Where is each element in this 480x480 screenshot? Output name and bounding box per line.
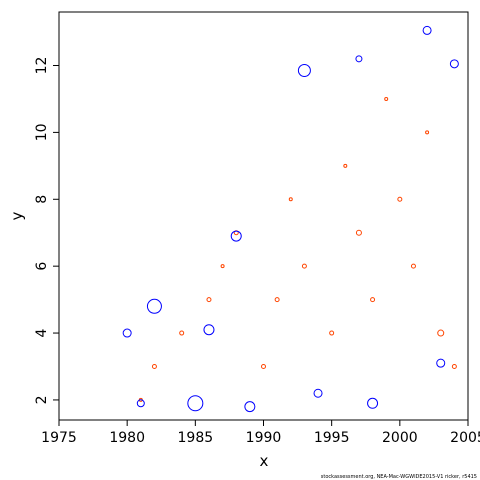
positive-residual-point [206, 297, 212, 303]
negative-residual-point [146, 298, 162, 314]
negative-residual-point [230, 230, 242, 242]
positive-residual-point [274, 297, 280, 303]
positive-residual-point [370, 297, 376, 303]
positive-residual-point [301, 263, 307, 269]
negative-residual-point [244, 401, 256, 413]
negative-residual-point [436, 358, 446, 368]
positive-residual-point [355, 229, 362, 236]
y-tick-label: 4 [34, 329, 50, 338]
x-tick-label: 1980 [109, 430, 145, 446]
y-tick-label: 6 [34, 262, 50, 271]
positive-residual-point [425, 130, 430, 135]
positive-residual-point [329, 330, 335, 336]
positive-residual-point [288, 197, 293, 202]
negative-residual-point [355, 55, 363, 63]
positive-residual-point [384, 96, 389, 101]
positive-residual-point [261, 363, 266, 369]
x-tick-label: 1990 [246, 430, 282, 446]
negative-residual-point [367, 397, 379, 409]
positive-residual-point [397, 196, 403, 202]
x-tick-label: 1985 [178, 430, 214, 446]
negative-residual-point [122, 328, 132, 338]
positive-residual-point [179, 330, 185, 336]
positive-residual-point [451, 363, 457, 369]
x-axis-title: x [260, 452, 269, 470]
y-axis-title: y [8, 211, 26, 220]
negative-residual-point [313, 388, 323, 398]
y-tick-label: 10 [34, 123, 50, 141]
y-axis: 2 4 6 8 10 12 [34, 57, 59, 404]
y-tick-label: 8 [34, 195, 50, 204]
negative-residual-point [187, 395, 204, 412]
negative-residual-point [297, 64, 311, 78]
x-tick-label: 1995 [314, 430, 350, 446]
negative-residual-point [203, 324, 215, 336]
x-tick-label: 2005 [450, 430, 480, 446]
positive-residual-point [437, 329, 445, 337]
y-tick-label: 2 [34, 395, 50, 404]
negative-residual-point [136, 399, 145, 408]
points-layer [122, 25, 459, 413]
footnote: stockassessment.org, NEA-Mac-WGWIDE2015-… [321, 474, 477, 480]
x-tick-label: 2000 [382, 430, 418, 446]
negative-residual-point [449, 59, 459, 69]
x-axis: 1975 1980 1985 1990 1995 2000 2005 [41, 420, 480, 446]
positive-residual-point [220, 264, 225, 269]
negative-residual-point [422, 25, 432, 35]
positive-residual-point [410, 263, 416, 269]
x-tick-label: 1975 [41, 430, 77, 446]
positive-residual-point [343, 163, 348, 168]
positive-residual-point [151, 363, 157, 369]
y-tick-label: 12 [34, 57, 50, 75]
